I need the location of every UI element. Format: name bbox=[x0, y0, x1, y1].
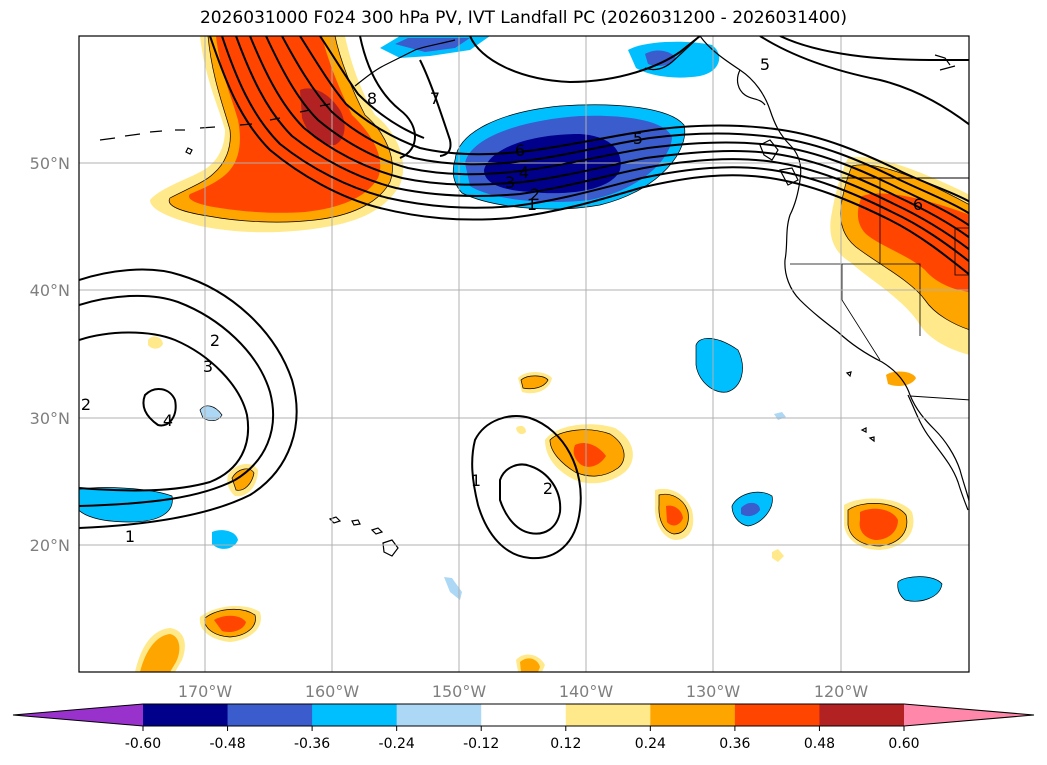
contour-label: 2 bbox=[530, 185, 540, 204]
colorbar-cell bbox=[481, 704, 567, 726]
colorbar-tick-label: -0.24 bbox=[379, 736, 415, 752]
pv-contours bbox=[79, 36, 969, 560]
colorbar-tick-label: 0.48 bbox=[804, 736, 835, 752]
contour-label: 7 bbox=[430, 89, 440, 108]
contour-label: 3 bbox=[203, 357, 213, 376]
colorbar-cell bbox=[734, 704, 820, 726]
lat-label: 50°N bbox=[30, 154, 70, 173]
contour-label: 6 bbox=[913, 195, 923, 214]
colorbar: -0.60 -0.48 -0.36 -0.24 -0.12 0.12 0.24 0.36 0.4… bbox=[12, 703, 1035, 752]
contour-label: 5 bbox=[633, 129, 643, 148]
lon-label: 160°W bbox=[305, 682, 360, 701]
contour-label: 2 bbox=[210, 331, 220, 350]
map-title: 2026031000 F024 300 hPa PV, IVT Landfall… bbox=[199, 8, 847, 28]
contour-label: 6 bbox=[515, 141, 525, 160]
lon-label: 150°W bbox=[432, 682, 487, 701]
contour-label: 8 bbox=[367, 89, 377, 108]
colorbar-tick-label: 0.60 bbox=[888, 736, 919, 752]
latitude-labels: 50°N 40°N 30°N 20°N bbox=[30, 154, 70, 555]
colorbar-cell bbox=[565, 704, 651, 726]
map-frame bbox=[78, 35, 970, 673]
colorbar-cell bbox=[227, 704, 313, 726]
contour-labels: 8 7 6 5 4 3 2 1 5 6 2 3 4 2 1 1 2 bbox=[81, 55, 923, 546]
colorbar-tick-label: -0.36 bbox=[294, 736, 330, 752]
longitude-labels: 170°W 160°W 150°W 140°W 130°W 120°W bbox=[178, 682, 869, 701]
colorbar-cell bbox=[396, 704, 482, 726]
colorbar-extend-high bbox=[904, 704, 1034, 726]
colorbar-tick-label: -0.60 bbox=[125, 736, 161, 752]
contour-label: 1 bbox=[471, 471, 481, 490]
contour-label: 1 bbox=[125, 527, 135, 546]
contour-label: 2 bbox=[543, 479, 553, 498]
colorbar-cell bbox=[312, 704, 398, 726]
colorbar-cell bbox=[650, 704, 736, 726]
contour-label: 2 bbox=[81, 395, 91, 414]
lat-label: 40°N bbox=[30, 281, 70, 300]
colorbar-tick-label: -0.12 bbox=[463, 736, 499, 752]
lon-label: 170°W bbox=[178, 682, 233, 701]
contour-label: 4 bbox=[519, 163, 529, 182]
contour-label: 3 bbox=[505, 173, 515, 192]
colorbar-extend-low bbox=[13, 704, 143, 726]
contour-label: 4 bbox=[163, 411, 173, 430]
lon-label: 120°W bbox=[814, 682, 869, 701]
colorbar-cell bbox=[143, 704, 229, 726]
colorbar-cell bbox=[819, 704, 905, 726]
contour-label: 5 bbox=[760, 55, 770, 74]
contour-label: 1 bbox=[527, 195, 537, 214]
colorbar-tick-label: 0.36 bbox=[719, 736, 750, 752]
colorbar-tick-label: 0.12 bbox=[550, 736, 581, 752]
colorbar-tick-label: -0.48 bbox=[209, 736, 245, 752]
colorbar-tick-label: 0.24 bbox=[635, 736, 666, 752]
lon-label: 130°W bbox=[686, 682, 741, 701]
lon-label: 140°W bbox=[559, 682, 614, 701]
lat-label: 30°N bbox=[30, 409, 70, 428]
lat-label: 20°N bbox=[30, 536, 70, 555]
